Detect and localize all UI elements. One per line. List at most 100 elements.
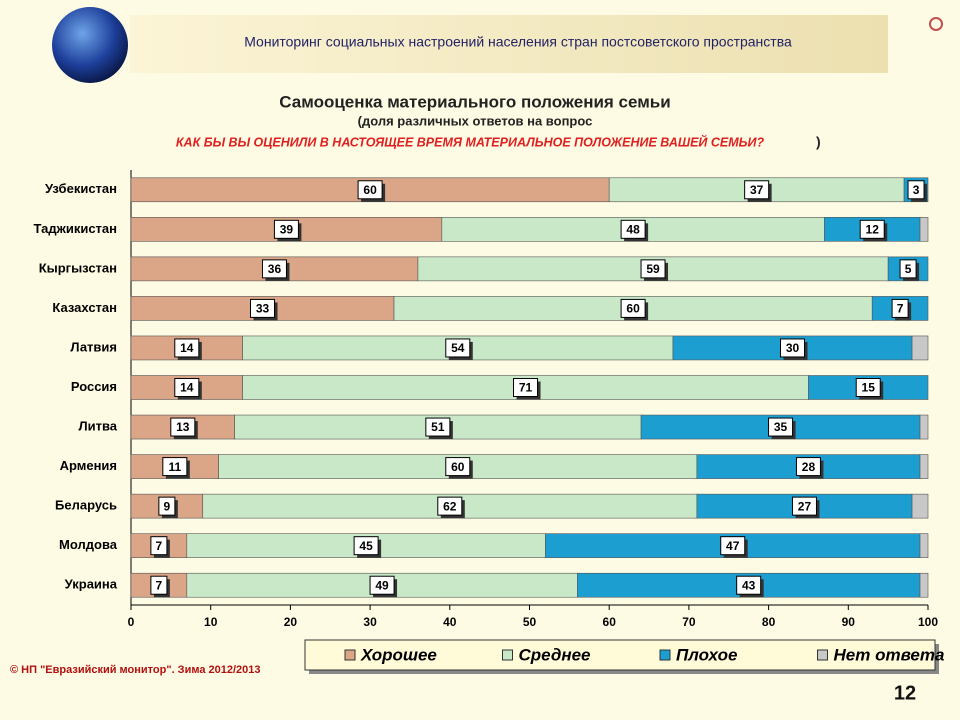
- value-label: 5: [905, 262, 912, 276]
- bar-segment: [919, 217, 929, 242]
- x-tick-label: 80: [762, 615, 776, 629]
- value-label: 60: [626, 302, 640, 316]
- value-label: 47: [726, 539, 740, 553]
- value-label-box: [158, 496, 176, 516]
- category-label: Таджикистан: [34, 221, 117, 236]
- legend-label: Среднее: [519, 645, 591, 664]
- x-tick-label: 90: [842, 615, 856, 629]
- value-label-box: [859, 219, 885, 239]
- value-label-box: [907, 180, 925, 200]
- value-label-box: [353, 536, 379, 556]
- value-label-box: [357, 180, 383, 200]
- value-label-box: [891, 298, 909, 318]
- value-label-box: [170, 417, 196, 437]
- value-label-box: [513, 378, 539, 397]
- x-tick-label: 10: [204, 615, 218, 629]
- value-label-box: [445, 457, 471, 477]
- header-band: [130, 15, 888, 73]
- bar-segment: [919, 533, 929, 558]
- value-label: 12: [866, 222, 880, 236]
- value-label-box: [369, 575, 395, 595]
- bar-segment: [919, 572, 929, 598]
- copyright: © НП "Евразийский монитор". Зима 2012/20…: [10, 664, 261, 676]
- value-label-box: [437, 496, 463, 516]
- value-label: 13: [176, 420, 190, 434]
- legend-label: Хорошее: [360, 645, 437, 664]
- value-label-box: [150, 575, 168, 595]
- value-label: 37: [750, 183, 764, 197]
- close-icon[interactable]: [929, 17, 943, 31]
- category-label: Россия: [71, 379, 117, 394]
- value-label-box: [899, 259, 917, 279]
- category-label: Армения: [60, 458, 117, 473]
- question-close: ): [816, 134, 821, 150]
- value-label-box: [250, 298, 276, 318]
- bar-segment: [911, 335, 929, 361]
- value-label-box: [174, 338, 200, 358]
- category-label: Беларусь: [55, 498, 117, 513]
- value-label: 36: [268, 262, 282, 276]
- value-label: 35: [774, 420, 788, 434]
- value-label-box: [162, 457, 188, 477]
- value-label: 14: [180, 381, 194, 395]
- legend-swatch: [502, 649, 513, 661]
- value-label-box: [768, 417, 794, 437]
- category-label: Казахстан: [52, 300, 117, 315]
- value-label: 7: [156, 578, 163, 592]
- legend-swatch: [817, 649, 828, 661]
- value-label: 45: [359, 539, 373, 553]
- value-label-box: [620, 298, 646, 318]
- value-label: 3: [913, 183, 920, 197]
- value-label-box: [855, 378, 881, 397]
- value-label: 60: [363, 183, 377, 197]
- value-label-box: [720, 536, 746, 556]
- x-tick-label: 40: [443, 615, 457, 629]
- value-label-box: [736, 575, 762, 595]
- value-label-box: [780, 338, 806, 358]
- value-label-box: [620, 219, 646, 239]
- page-number: 12: [894, 682, 916, 704]
- value-label-box: [744, 180, 770, 200]
- question: КАК БЫ ВЫ ОЦЕНИЛИ В НАСТОЯЩЕЕ ВРЕМЯ МАТЕ…: [176, 133, 765, 149]
- value-label-box: [425, 417, 451, 437]
- legend-swatch: [344, 649, 356, 661]
- value-label: 49: [375, 578, 389, 592]
- value-label-box: [445, 338, 471, 358]
- value-label: 11: [168, 460, 181, 474]
- x-tick-label: 50: [523, 615, 537, 629]
- value-label: 27: [798, 499, 812, 513]
- bar-segment: [919, 414, 929, 440]
- chart-title: Самооценка материального положения семьи: [279, 92, 670, 111]
- value-label: 62: [443, 499, 457, 513]
- category-label: Литва: [78, 418, 117, 433]
- value-label: 71: [519, 381, 533, 395]
- chart-subtitle: (доля различных ответов на вопрос: [358, 113, 593, 128]
- value-label: 51: [431, 420, 445, 434]
- legend-label: Нет ответа: [834, 645, 945, 664]
- x-tick-label: 0: [128, 615, 135, 629]
- value-label-box: [150, 536, 168, 556]
- category-label: Кыргызстан: [39, 260, 117, 275]
- category-label: Латвия: [70, 339, 117, 354]
- value-label-box: [640, 259, 666, 279]
- bar-segment: [911, 493, 929, 519]
- category-label: Украина: [65, 577, 118, 592]
- x-tick-label: 70: [682, 615, 696, 629]
- value-label: 9: [164, 499, 171, 513]
- value-label-box: [261, 259, 287, 279]
- legend-swatch: [659, 649, 671, 661]
- value-label-box: [174, 378, 200, 397]
- value-label-box: [795, 457, 821, 477]
- category-label: Узбекистан: [45, 181, 117, 196]
- x-tick-label: 100: [918, 615, 938, 629]
- legend: [304, 639, 936, 671]
- x-tick-label: 60: [603, 615, 617, 629]
- value-label-box: [273, 219, 299, 239]
- value-label: 39: [280, 222, 294, 236]
- x-tick-label: 30: [363, 615, 377, 629]
- value-label: 48: [626, 222, 640, 236]
- value-label: 15: [862, 381, 876, 395]
- value-label: 30: [786, 341, 800, 355]
- value-label-box: [791, 496, 817, 516]
